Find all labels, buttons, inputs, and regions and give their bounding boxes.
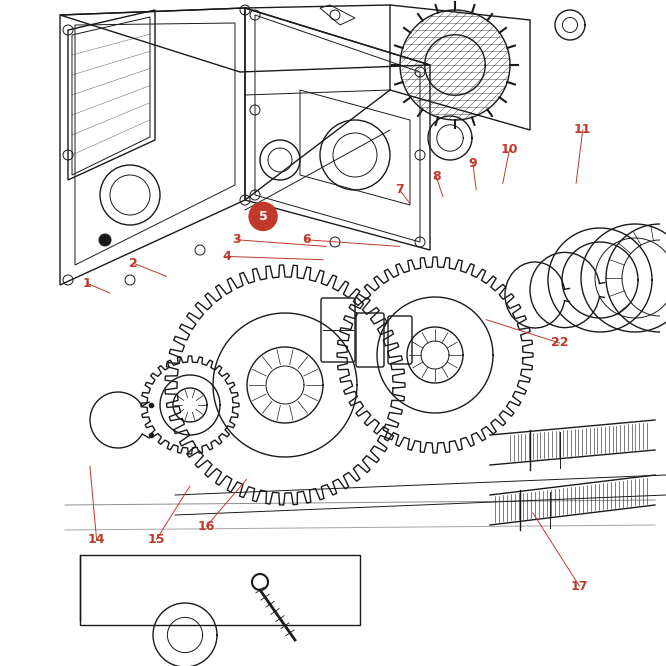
Text: 3: 3 xyxy=(232,233,240,246)
Text: 15: 15 xyxy=(148,533,165,546)
Text: 10: 10 xyxy=(501,143,518,157)
Text: 11: 11 xyxy=(574,123,591,137)
Text: 17: 17 xyxy=(571,579,588,593)
Text: 4: 4 xyxy=(222,250,231,263)
Text: 8: 8 xyxy=(432,170,440,183)
Circle shape xyxy=(99,234,111,246)
Text: 22: 22 xyxy=(551,336,568,350)
Text: 7: 7 xyxy=(395,183,404,196)
Text: 5: 5 xyxy=(258,210,268,223)
Circle shape xyxy=(249,202,277,230)
Text: 6: 6 xyxy=(302,233,310,246)
Text: 1: 1 xyxy=(82,276,91,290)
Text: 2: 2 xyxy=(129,256,138,270)
Text: 14: 14 xyxy=(88,533,105,546)
Text: 9: 9 xyxy=(469,157,477,170)
Text: 16: 16 xyxy=(198,519,215,533)
